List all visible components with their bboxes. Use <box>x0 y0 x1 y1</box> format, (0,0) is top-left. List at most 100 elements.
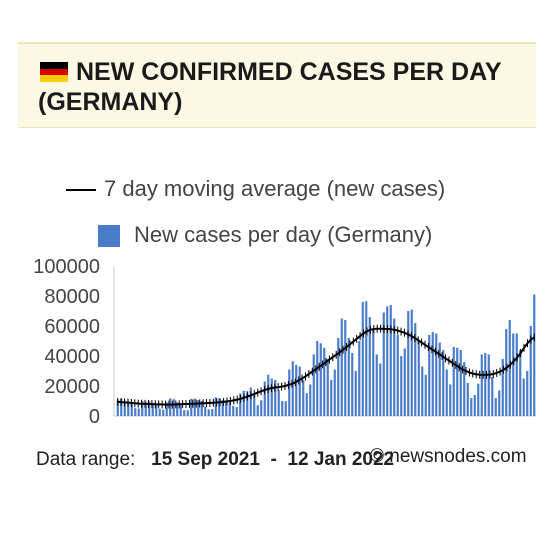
bar <box>214 397 217 416</box>
bar <box>330 380 333 416</box>
bar <box>221 399 224 416</box>
bar <box>137 408 140 416</box>
bar <box>466 383 469 416</box>
bar <box>393 318 396 416</box>
y-tick-label: 100000 <box>33 256 100 278</box>
bar <box>298 366 301 416</box>
bar <box>519 350 522 416</box>
bar <box>242 390 245 416</box>
bar <box>211 409 214 416</box>
bar <box>428 335 431 416</box>
bar <box>515 333 518 416</box>
data-range-label: Data range: <box>36 449 136 470</box>
bar <box>316 341 319 416</box>
bar <box>302 380 305 416</box>
y-tick-label: 40000 <box>44 346 100 368</box>
bar <box>225 400 228 416</box>
bar <box>529 326 532 416</box>
bar <box>379 363 382 416</box>
data-range: Data range: 15 Sep 2021 - 12 Jan 2022 <box>36 446 394 473</box>
bar <box>281 401 284 416</box>
y-tick-label: 20000 <box>44 376 100 398</box>
bar <box>526 371 529 416</box>
bar <box>130 404 133 416</box>
bar <box>256 405 259 416</box>
bar <box>277 390 280 416</box>
bar <box>288 369 291 416</box>
bar <box>148 401 151 416</box>
bar <box>487 354 490 416</box>
bar <box>116 399 119 416</box>
bar <box>533 294 536 416</box>
bar <box>340 318 343 416</box>
bar <box>319 343 322 416</box>
bar <box>431 332 434 416</box>
bar <box>270 378 273 416</box>
bar <box>204 406 207 416</box>
y-tick-label: 60000 <box>44 316 100 338</box>
flag-stripe-gold <box>40 75 68 82</box>
bar <box>197 400 200 416</box>
legend-line-marker <box>66 189 96 192</box>
flag-stripe-black <box>40 62 68 69</box>
bar <box>169 398 172 416</box>
bar <box>295 365 298 416</box>
data-range-end: 12 Jan 2022 <box>287 449 395 470</box>
bar <box>484 353 487 416</box>
bar <box>456 347 459 416</box>
bar <box>382 312 385 416</box>
bar <box>309 384 312 416</box>
bar <box>165 402 168 416</box>
bar <box>291 361 294 416</box>
bar <box>386 306 389 416</box>
bar <box>463 362 466 416</box>
y-tick-label: 80000 <box>44 286 100 308</box>
legend-line-entry: 7 day moving average (new cases) <box>66 176 445 202</box>
legend-bar-label: New cases per day (Germany) <box>134 222 433 247</box>
bar <box>186 410 189 416</box>
bar <box>183 410 186 416</box>
bar <box>246 391 249 416</box>
bar <box>365 301 368 416</box>
germany-flag-icon <box>40 62 68 82</box>
legend-bar-swatch <box>98 225 120 248</box>
bar <box>134 408 137 416</box>
bar <box>333 369 336 416</box>
legend-bar-entry: New cases per day (Germany) <box>98 222 432 248</box>
bar <box>368 317 371 416</box>
bar <box>151 403 154 416</box>
bar <box>144 401 147 416</box>
bar <box>505 329 508 416</box>
bar <box>228 402 231 416</box>
bar <box>522 378 525 416</box>
bar <box>176 402 179 416</box>
bar <box>442 350 445 416</box>
bar <box>239 393 242 416</box>
bar <box>323 347 326 416</box>
chart-title: NEW CONFIRMED CASES PER DAY (GERMANY) <box>38 58 502 116</box>
bar <box>305 393 308 416</box>
bar <box>417 341 420 416</box>
bar <box>155 404 158 416</box>
bar <box>207 409 210 416</box>
bar <box>449 384 452 416</box>
bar <box>375 354 378 416</box>
bar <box>123 400 126 416</box>
bar <box>120 398 123 416</box>
bar <box>459 350 462 416</box>
bar <box>267 374 270 416</box>
data-range-separator: - <box>270 449 277 470</box>
bar <box>284 401 287 416</box>
bar <box>260 400 263 416</box>
bar <box>263 381 266 416</box>
bar <box>312 354 315 416</box>
bar <box>172 399 175 416</box>
bar <box>410 309 413 416</box>
y-tick-label: 0 <box>89 406 100 428</box>
bar <box>344 320 347 416</box>
moving-average-line <box>117 327 535 406</box>
bar <box>361 302 364 416</box>
bar <box>218 398 221 416</box>
bar <box>179 405 182 416</box>
bar <box>193 398 196 416</box>
